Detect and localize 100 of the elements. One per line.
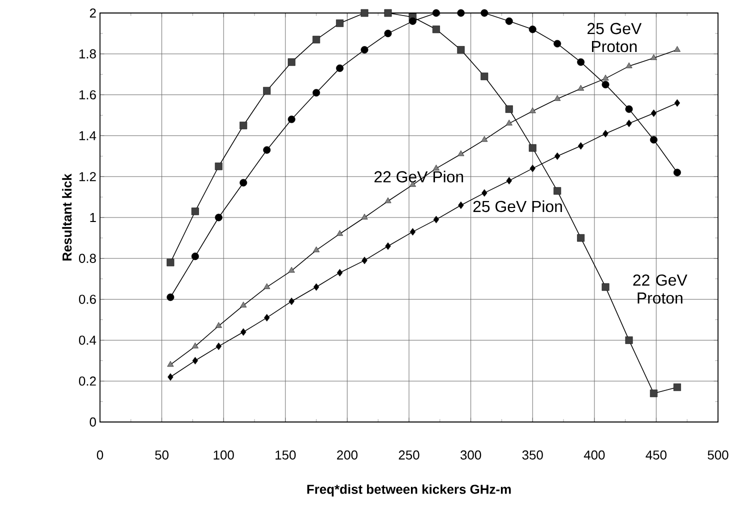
point — [264, 283, 270, 289]
point — [626, 62, 632, 68]
point — [577, 58, 585, 66]
y-tick-label: 0.6 — [78, 294, 96, 304]
point — [674, 46, 680, 52]
series-label: 25 GeV Proton — [588, 22, 642, 52]
point — [313, 283, 320, 291]
point — [216, 342, 222, 350]
point — [240, 302, 247, 308]
point — [602, 74, 609, 80]
y-tick-label: 1.4 — [79, 131, 96, 140]
point — [384, 9, 392, 17]
x-tick-label: 0 — [96, 450, 104, 460]
point — [481, 136, 488, 142]
point — [602, 283, 610, 291]
x-tick-label: 50 — [155, 450, 169, 460]
point — [312, 89, 320, 96]
point — [530, 164, 536, 172]
y-tick-label: 1 — [90, 213, 96, 222]
point — [458, 150, 464, 156]
point — [602, 80, 610, 88]
y-tick-label: 1.2 — [79, 172, 96, 182]
point — [650, 109, 657, 117]
point — [505, 105, 513, 113]
point — [240, 328, 246, 336]
legend-label: 22 GeV Proton — [633, 274, 688, 304]
point — [554, 95, 561, 101]
y-tick-label: 1.6 — [79, 90, 96, 100]
point — [166, 258, 174, 266]
point — [288, 116, 296, 124]
x-tick-label: 350 — [522, 450, 543, 460]
y-axis-title: Resultant kick — [62, 174, 72, 261]
point — [191, 252, 199, 260]
point — [168, 373, 174, 381]
point — [192, 356, 198, 364]
point — [480, 72, 488, 80]
y-tick-label: 2 — [90, 8, 96, 18]
point — [529, 107, 536, 114]
point — [312, 36, 320, 44]
y-tick-label: 0 — [90, 417, 96, 427]
point — [362, 256, 368, 264]
point — [432, 9, 440, 17]
x-tick-label: 250 — [398, 450, 420, 460]
point — [192, 342, 198, 348]
point — [385, 242, 391, 250]
point — [578, 84, 584, 91]
x-axis-title: Freq*dist between kickers GHz-m — [307, 484, 511, 496]
point — [554, 187, 562, 195]
point — [408, 17, 416, 25]
point — [264, 314, 270, 322]
x-tick-label: 300 — [460, 450, 482, 460]
point — [313, 246, 320, 252]
point — [602, 130, 608, 138]
point — [214, 162, 222, 170]
point — [263, 146, 271, 154]
y-tick-label: 0.2 — [78, 376, 96, 386]
point — [167, 361, 174, 367]
point — [554, 40, 562, 48]
point — [384, 197, 392, 204]
x-tick-label: 450 — [646, 450, 667, 460]
point — [336, 230, 344, 236]
point — [288, 298, 294, 306]
point — [626, 120, 632, 128]
point — [480, 9, 488, 17]
x-tick-label: 400 — [584, 450, 605, 460]
point — [458, 201, 464, 209]
point — [214, 214, 222, 222]
x-tick-label: 150 — [276, 450, 296, 460]
point — [336, 268, 343, 276]
point — [650, 54, 657, 60]
point — [506, 176, 512, 184]
point — [554, 152, 560, 160]
point — [288, 266, 295, 273]
point — [674, 99, 680, 107]
point — [336, 19, 344, 27]
series-label: 25 GeV Pion — [473, 200, 562, 212]
point — [625, 105, 633, 113]
point — [457, 9, 465, 17]
point — [240, 179, 248, 186]
point — [263, 86, 271, 94]
point — [650, 136, 658, 144]
point — [578, 142, 584, 150]
y-tick-label: 1.8 — [79, 49, 96, 58]
point — [625, 336, 633, 344]
point — [240, 122, 248, 130]
x-tick-label: 500 — [708, 450, 728, 460]
point — [360, 9, 368, 17]
point — [528, 26, 536, 34]
point — [215, 322, 222, 328]
point — [384, 30, 392, 38]
point — [361, 214, 368, 220]
point — [506, 120, 512, 126]
point — [528, 144, 536, 152]
x-tick-label: 100 — [214, 450, 234, 460]
point — [433, 216, 440, 224]
point — [336, 64, 344, 72]
point — [673, 384, 681, 391]
x-tick-label: 200 — [337, 450, 358, 460]
point — [432, 26, 440, 34]
point — [360, 46, 368, 54]
